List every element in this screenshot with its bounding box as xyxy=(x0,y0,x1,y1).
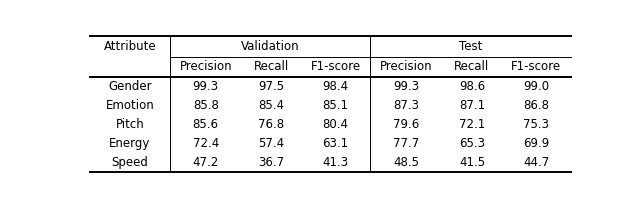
Text: 85.1: 85.1 xyxy=(323,99,349,112)
Text: 98.4: 98.4 xyxy=(323,80,349,93)
Text: Precision: Precision xyxy=(179,60,232,73)
Text: 41.5: 41.5 xyxy=(459,156,485,169)
Text: 85.4: 85.4 xyxy=(259,99,284,112)
Text: 85.6: 85.6 xyxy=(193,118,219,131)
Text: F1-score: F1-score xyxy=(511,60,561,73)
Text: 77.7: 77.7 xyxy=(393,137,419,150)
Text: Recall: Recall xyxy=(454,60,490,73)
Text: Energy: Energy xyxy=(109,137,150,150)
Text: 98.6: 98.6 xyxy=(459,80,485,93)
Text: 75.3: 75.3 xyxy=(524,118,549,131)
Text: Precision: Precision xyxy=(380,60,433,73)
Text: 44.7: 44.7 xyxy=(523,156,549,169)
Text: 85.8: 85.8 xyxy=(193,99,219,112)
Text: 48.5: 48.5 xyxy=(394,156,419,169)
Text: Gender: Gender xyxy=(108,80,152,93)
Text: Speed: Speed xyxy=(111,156,148,169)
Text: 79.6: 79.6 xyxy=(393,118,419,131)
Text: 72.1: 72.1 xyxy=(459,118,485,131)
Text: 57.4: 57.4 xyxy=(259,137,284,150)
Text: 47.2: 47.2 xyxy=(193,156,219,169)
Text: 97.5: 97.5 xyxy=(259,80,284,93)
Text: F1-score: F1-score xyxy=(310,60,361,73)
Text: 87.1: 87.1 xyxy=(459,99,485,112)
Text: 65.3: 65.3 xyxy=(459,137,485,150)
Text: 41.3: 41.3 xyxy=(323,156,349,169)
Text: 99.3: 99.3 xyxy=(394,80,419,93)
Text: 36.7: 36.7 xyxy=(259,156,284,169)
Text: 99.0: 99.0 xyxy=(524,80,549,93)
Text: 69.9: 69.9 xyxy=(523,137,549,150)
Text: 87.3: 87.3 xyxy=(394,99,419,112)
Text: Attribute: Attribute xyxy=(104,40,156,53)
Text: Validation: Validation xyxy=(241,40,300,53)
Text: Emotion: Emotion xyxy=(106,99,154,112)
Text: 76.8: 76.8 xyxy=(259,118,284,131)
Text: 63.1: 63.1 xyxy=(323,137,349,150)
Text: 99.3: 99.3 xyxy=(193,80,219,93)
Text: 80.4: 80.4 xyxy=(323,118,349,131)
Text: 72.4: 72.4 xyxy=(193,137,219,150)
Text: 86.8: 86.8 xyxy=(524,99,549,112)
Text: Pitch: Pitch xyxy=(115,118,144,131)
Text: Recall: Recall xyxy=(253,60,289,73)
Text: Test: Test xyxy=(459,40,483,53)
